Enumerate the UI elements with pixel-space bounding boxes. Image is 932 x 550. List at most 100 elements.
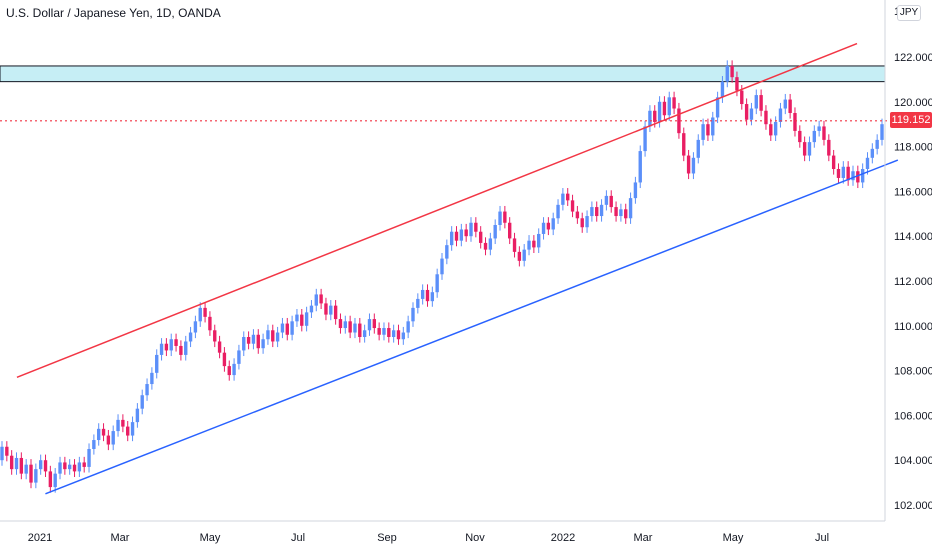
candle-body	[720, 81, 725, 98]
candle-body	[725, 65, 729, 82]
candle-body	[314, 294, 318, 306]
candle-body	[653, 110, 657, 122]
candle-body	[701, 124, 705, 140]
candle	[111, 425, 115, 451]
candle	[730, 60, 734, 83]
candle	[58, 456, 62, 480]
candle-body	[164, 343, 169, 351]
candle	[29, 459, 33, 489]
y-tick-label: 122.000	[894, 52, 932, 64]
candle-body	[19, 457, 24, 474]
candle-body	[440, 258, 444, 275]
candle-body	[735, 77, 739, 91]
candle	[682, 127, 686, 162]
candle-body	[841, 166, 846, 178]
candle	[561, 188, 565, 211]
candle-body	[566, 193, 570, 201]
candle	[227, 360, 231, 381]
candle-body	[595, 207, 599, 217]
candle	[720, 76, 725, 103]
currency-button[interactable]: JPY	[897, 5, 921, 21]
candle	[420, 284, 425, 305]
candle	[68, 459, 72, 475]
candle	[827, 134, 831, 162]
candle-body	[478, 231, 483, 243]
candles-layer	[0, 60, 884, 493]
candle	[290, 315, 294, 341]
candle-body	[198, 307, 202, 322]
candle-body	[464, 229, 468, 237]
x-tick-label: 2022	[551, 532, 575, 544]
candle-body	[696, 139, 700, 158]
candle	[324, 297, 328, 321]
candle-body	[367, 319, 372, 331]
candle	[5, 441, 9, 462]
candle-body	[179, 345, 183, 355]
candle	[19, 452, 24, 480]
candle-body	[812, 130, 816, 143]
candle-body	[870, 148, 875, 158]
candle-body	[474, 222, 478, 232]
candle	[391, 324, 396, 343]
channel-upper-line	[16, 42, 858, 379]
candle	[696, 134, 700, 164]
candle-body	[706, 124, 710, 136]
candle	[217, 335, 222, 359]
candle-body	[715, 97, 720, 118]
candle	[295, 309, 299, 327]
candle-body	[377, 328, 381, 335]
candle	[624, 203, 628, 224]
candle-body	[711, 117, 715, 136]
candle-body	[391, 330, 396, 337]
candle	[609, 190, 613, 213]
candle	[715, 91, 720, 124]
candle-body	[880, 124, 884, 140]
candle-body	[865, 157, 870, 169]
y-tick-label: 102.000	[894, 500, 932, 512]
candle	[329, 300, 333, 321]
candle-body	[222, 352, 227, 367]
candle	[735, 71, 739, 97]
candle-body	[159, 343, 164, 355]
candle	[773, 116, 778, 141]
candle	[638, 145, 642, 189]
candle-body	[643, 126, 647, 152]
candle-body	[68, 464, 72, 470]
channel-lines-layer	[0, 42, 899, 495]
y-tick-label: 118.000	[894, 142, 932, 154]
candle-body	[624, 209, 628, 219]
candle-body	[396, 330, 401, 340]
candle	[430, 286, 435, 307]
candle	[478, 226, 483, 249]
candle	[532, 235, 536, 253]
x-tick-label: Jul	[815, 532, 829, 544]
candle	[706, 118, 710, 141]
candle-body	[14, 457, 19, 470]
candle	[43, 454, 48, 477]
last-price-tag: 119.152	[890, 112, 932, 128]
candle-body	[338, 319, 343, 329]
candle-body	[135, 408, 140, 423]
candle-body	[425, 289, 430, 302]
candle	[396, 324, 401, 345]
candle	[159, 338, 164, 361]
candle-body	[730, 65, 734, 78]
candle-body	[24, 464, 28, 474]
candle-body	[449, 231, 454, 246]
candle	[541, 217, 546, 240]
candle	[474, 217, 478, 238]
resistance-zone	[0, 65, 886, 83]
candle-body	[856, 171, 860, 183]
candle	[401, 326, 406, 345]
candle-body	[358, 323, 362, 337]
candle-body	[290, 321, 294, 335]
candle	[82, 456, 86, 473]
candle	[309, 300, 314, 318]
candle	[860, 163, 865, 189]
candle-body	[744, 104, 749, 120]
candle	[179, 340, 183, 361]
candle-body	[522, 249, 526, 261]
candle	[121, 414, 125, 433]
